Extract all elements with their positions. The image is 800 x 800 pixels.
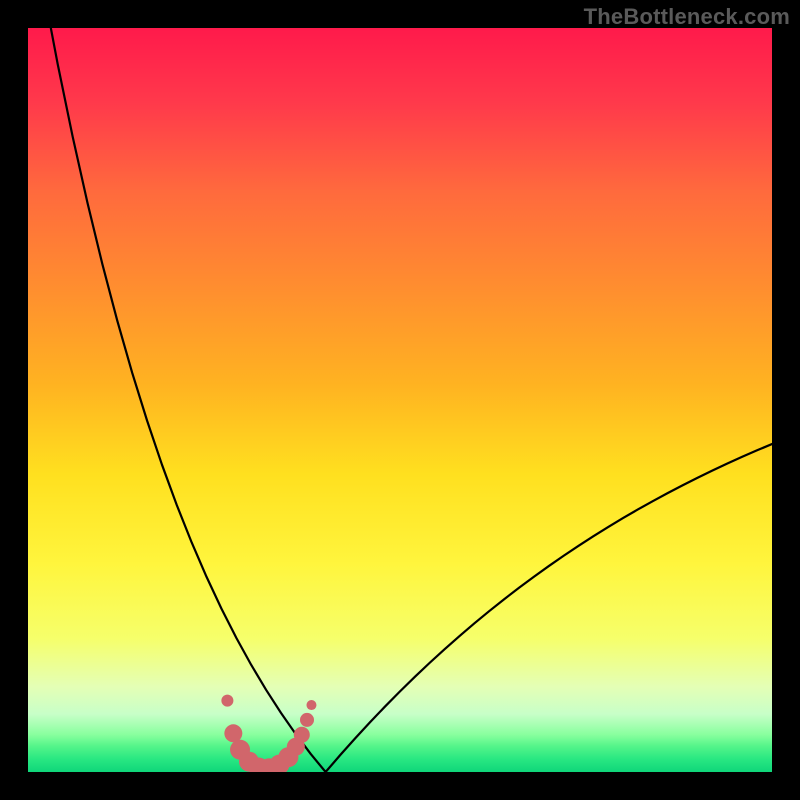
watermark-text: TheBottleneck.com — [584, 4, 790, 30]
chart-svg — [28, 28, 772, 772]
highlight-dot — [221, 695, 233, 707]
highlight-dot — [300, 713, 314, 727]
highlight-dot — [224, 724, 242, 742]
highlight-dot — [306, 700, 316, 710]
plot-area — [28, 28, 772, 772]
outer-frame: TheBottleneck.com — [0, 0, 800, 800]
highlight-dot — [294, 727, 310, 743]
